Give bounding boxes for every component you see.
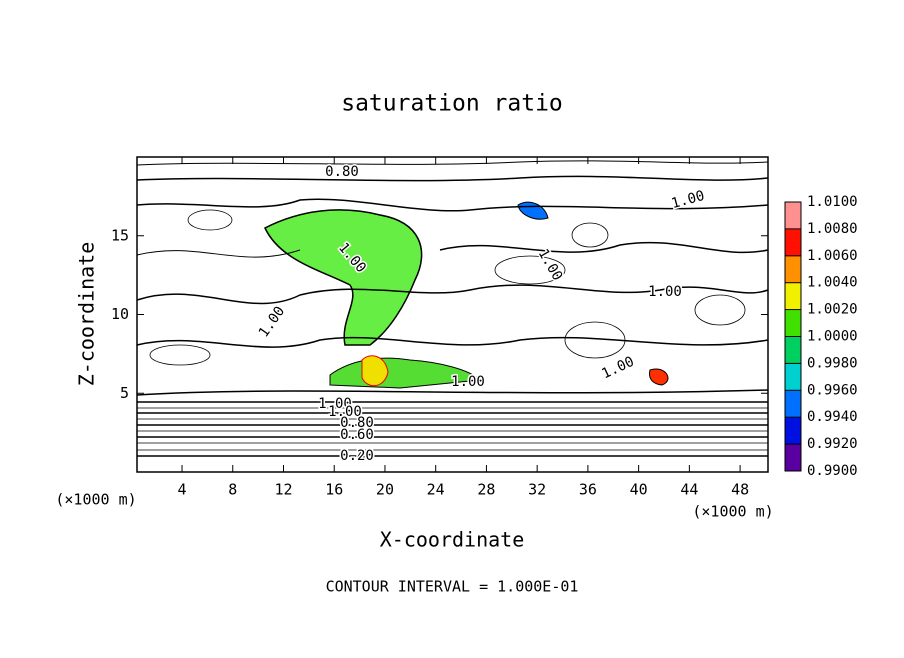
contour-label: 1.00: [318, 396, 352, 412]
colorbar-tick-label: 0.9940: [807, 409, 858, 425]
contour-label: 0.80: [340, 415, 374, 431]
x-tick-label: 40: [630, 481, 648, 499]
colorbar-tick-label: 1.0000: [807, 329, 858, 345]
colorbar-tick-label: 1.0060: [807, 248, 858, 264]
colorbar-tick-label: 1.0020: [807, 302, 858, 318]
contour-label: 0.40: [340, 448, 374, 464]
y-tick-label: 5: [120, 384, 129, 402]
x-tick-label: 48: [731, 481, 749, 499]
y-tick-label: 10: [111, 305, 129, 323]
chart-title: saturation ratio: [341, 91, 563, 117]
x-axis-label: X-coordinate: [380, 528, 525, 552]
x-tick-label: 8: [228, 481, 237, 499]
colorbar-swatch: [785, 444, 801, 472]
colorbar-swatch: [785, 255, 801, 284]
x-tick-label: 16: [325, 481, 343, 499]
x-tick-label: 32: [528, 481, 546, 499]
colorbar-tick-label: 0.9980: [807, 355, 858, 371]
contour-label: 0.60: [340, 427, 374, 443]
colorbar-swatch: [785, 417, 801, 445]
colorbar-swatch: [785, 282, 801, 311]
y-axis-label: Z-coordinate: [75, 242, 99, 387]
x-tick-label: 20: [376, 481, 394, 499]
y-unit: (×1000 m): [55, 491, 136, 509]
x-tick-label: 12: [274, 481, 292, 499]
colorbar-tick-label: 1.0100: [807, 194, 858, 210]
colorbar-swatch: [785, 228, 801, 257]
contour-label: 0.20: [340, 448, 374, 464]
x-unit: (×1000 m): [692, 503, 773, 521]
contour-label: 0.80: [325, 164, 359, 180]
colorbar-swatch: [785, 390, 801, 418]
colorbar-tick-label: 0.9900: [807, 463, 858, 479]
colorbar-tick-label: 1.0040: [807, 275, 858, 291]
colorbar-tick-label: 1.0080: [807, 221, 858, 237]
colorbar-swatch: [785, 363, 801, 391]
x-tick-label: 4: [178, 481, 187, 499]
colorbar-tick-label: 0.9960: [807, 382, 858, 398]
y-tick-label: 15: [111, 226, 129, 244]
contour-field: [136, 160, 769, 457]
contour-label: 1.00: [328, 404, 362, 420]
x-tick-label: 24: [427, 481, 445, 499]
contour-label: 1.00: [451, 374, 485, 390]
x-tick-label: 36: [579, 481, 597, 499]
contour-label: 1.00: [648, 284, 682, 300]
contour-label: 1.00: [599, 354, 636, 383]
colorbar-tick-label: 0.9920: [807, 436, 858, 452]
x-tick-label: 28: [477, 481, 495, 499]
colorbar-swatch: [785, 309, 801, 337]
x-tick-label: 44: [680, 481, 698, 499]
annotation: CONTOUR INTERVAL = 1.000E-01: [326, 578, 579, 596]
colorbar-swatch: [785, 202, 801, 230]
contour-label: 1.00: [256, 304, 288, 341]
colorbar-swatch: [785, 336, 801, 364]
